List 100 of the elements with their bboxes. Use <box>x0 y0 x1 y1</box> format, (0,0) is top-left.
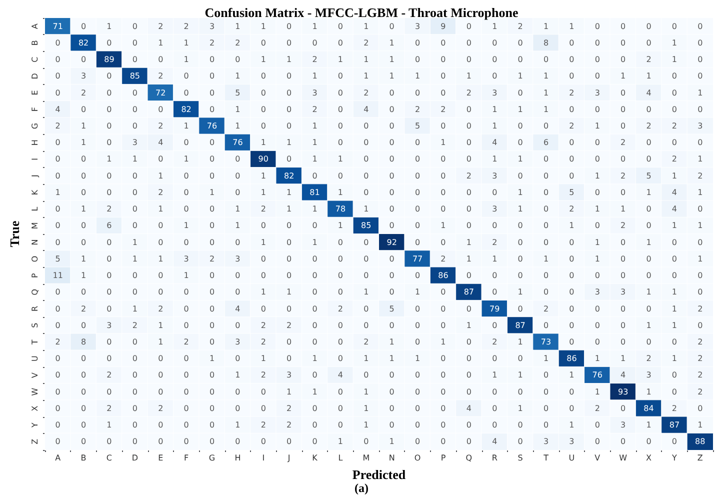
data-label: 0 <box>518 138 523 148</box>
data-label: 0 <box>158 288 164 297</box>
data-label: 0 <box>235 55 240 64</box>
y-tick-label: V <box>30 372 40 378</box>
data-label: 0 <box>646 138 652 148</box>
data-label: 1 <box>492 370 498 380</box>
data-label: 1 <box>80 122 86 130</box>
data-label: 2 <box>569 204 574 214</box>
data-label: 1 <box>184 154 189 164</box>
data-label: 1 <box>594 254 600 264</box>
data-label: 1 <box>132 238 138 247</box>
data-label: 2 <box>158 188 164 197</box>
data-label: 0 <box>55 138 60 148</box>
data-label: 92 <box>386 238 397 247</box>
data-label: 0 <box>543 271 549 280</box>
data-label: 0 <box>569 404 574 413</box>
data-label: 0 <box>132 271 138 280</box>
data-label: 1 <box>338 221 344 230</box>
data-label: 0 <box>698 204 703 214</box>
data-label: 0 <box>389 221 394 230</box>
data-label: 0 <box>620 188 626 197</box>
data-label: 0 <box>184 354 189 364</box>
data-label: 0 <box>466 304 472 314</box>
data-label: 6 <box>106 221 112 230</box>
data-label: 0 <box>55 304 60 314</box>
data-label: 0 <box>698 404 703 413</box>
data-label: 0 <box>55 370 60 380</box>
data-label: 0 <box>518 221 523 230</box>
data-label: 0 <box>389 154 394 164</box>
data-label: 0 <box>594 304 600 314</box>
data-label: 0 <box>672 338 678 346</box>
data-label: 0 <box>414 320 420 330</box>
data-label: 0 <box>312 420 318 430</box>
data-label: 0 <box>569 254 574 264</box>
data-label: 0 <box>543 288 549 297</box>
data-label: 0 <box>260 122 266 130</box>
data-label: 1 <box>235 72 240 81</box>
data-label: 0 <box>184 288 189 297</box>
data-label: 1 <box>698 420 703 430</box>
data-label: 3 <box>620 288 626 297</box>
data-label: 84 <box>644 404 654 413</box>
data-label: 0 <box>492 38 498 48</box>
x-tick-label: A <box>55 454 62 462</box>
data-label: 0 <box>132 370 138 380</box>
data-label: 1 <box>518 188 523 197</box>
data-label: 1 <box>518 104 523 114</box>
data-label: 0 <box>132 204 138 214</box>
x-tick-label: E <box>158 454 164 462</box>
data-label: 2 <box>698 370 703 380</box>
data-label: 0 <box>569 154 574 164</box>
data-label: 0 <box>440 370 446 380</box>
data-label: 1 <box>543 354 549 364</box>
data-label: 0 <box>184 370 189 380</box>
y-tick-label: B <box>30 40 40 46</box>
data-label: 1 <box>184 221 189 230</box>
data-label: 0 <box>106 188 112 197</box>
data-label: 0 <box>55 437 60 446</box>
data-label: 1 <box>184 55 189 64</box>
data-label: 2 <box>620 171 626 180</box>
data-label: 81 <box>310 188 320 197</box>
data-label: 0 <box>132 288 138 297</box>
data-label: 0 <box>698 55 703 64</box>
data-label: 1 <box>235 221 240 230</box>
data-label: 6 <box>543 138 549 148</box>
data-label: 0 <box>364 188 369 197</box>
data-label: 0 <box>518 420 523 430</box>
data-label: 2 <box>158 122 164 130</box>
data-label: 0 <box>209 288 215 297</box>
data-label: 2 <box>106 370 112 380</box>
y-tick-label: H <box>30 140 40 146</box>
data-label: 5 <box>569 188 574 197</box>
data-label: 1 <box>389 338 394 346</box>
data-label: 0 <box>389 104 394 114</box>
data-label: 1 <box>235 420 240 430</box>
data-label: 2 <box>286 320 292 330</box>
data-label: 1 <box>55 188 60 197</box>
data-label: 0 <box>672 72 678 81</box>
data-label: 0 <box>414 387 420 396</box>
data-label: 0 <box>543 188 549 197</box>
data-label: 1 <box>132 154 138 164</box>
data-label: 1 <box>594 204 600 214</box>
data-label: 1 <box>132 254 138 264</box>
data-label: 0 <box>80 370 86 380</box>
data-label: 1 <box>569 22 574 31</box>
data-label: 1 <box>466 320 472 330</box>
data-label: 0 <box>80 320 86 330</box>
data-label: 0 <box>389 204 394 214</box>
data-label: 0 <box>184 387 189 396</box>
data-label: 82 <box>181 104 192 114</box>
data-label: 1 <box>646 72 652 81</box>
data-label: 0 <box>440 288 446 297</box>
data-label: 0 <box>440 55 446 64</box>
data-label: 0 <box>338 387 344 396</box>
x-tick-label: O <box>414 454 421 462</box>
data-label: 0 <box>106 104 112 114</box>
data-label: 0 <box>364 370 369 380</box>
data-label: 0 <box>414 55 420 64</box>
data-label: 1 <box>184 271 189 280</box>
data-label: 0 <box>158 154 164 164</box>
data-label: 0 <box>672 238 678 247</box>
